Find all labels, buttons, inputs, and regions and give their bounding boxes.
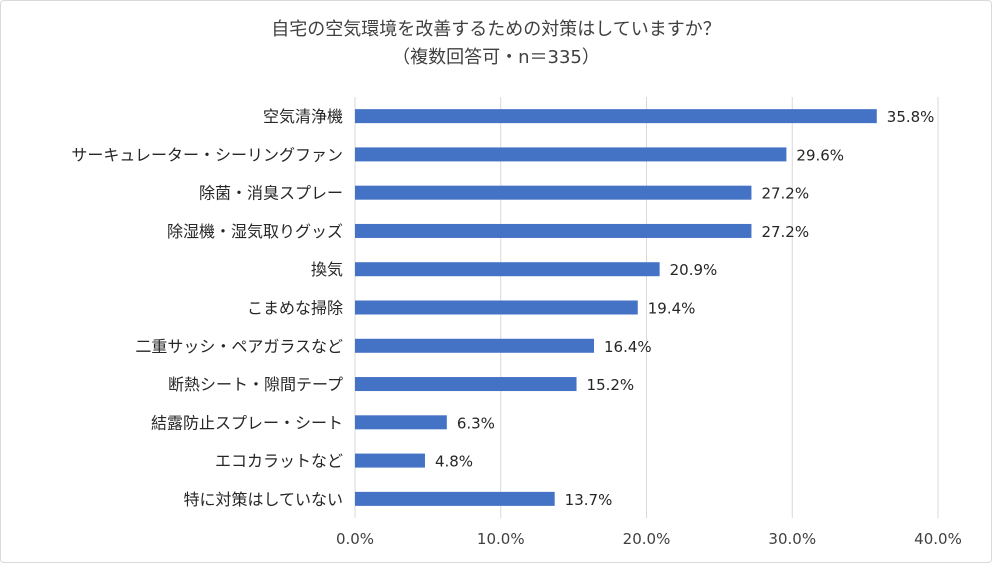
category-label: 除菌・消臭スプレー [199,184,343,203]
value-label: 6.3% [457,414,495,432]
bar [355,415,447,430]
category-label: 二重サッシ・ペアガラスなど [135,337,343,356]
bar [355,453,425,468]
value-label: 19.4% [648,300,696,318]
bar [355,109,877,124]
value-label: 4.8% [435,453,473,471]
bar [355,223,752,238]
x-tick-label: 10.0% [477,530,525,548]
category-label: 換気 [311,260,343,279]
bar [355,262,660,277]
category-label: サーキュレーター・シーリングファン [71,145,343,164]
category-label: 特に対策はしていない [183,490,343,509]
category-label: 除湿機・湿気取りグッズ [167,222,343,241]
bar [355,185,752,200]
value-label: 16.4% [604,338,652,356]
category-label: 空気清浄機 [263,107,343,126]
category-label: 結露防止スプレー・シート [151,413,343,432]
x-tick-label: 0.0% [336,530,374,548]
bar [355,147,787,162]
x-tick-label: 40.0% [914,530,962,548]
category-label: 断熱シート・隙間テープ [168,375,343,394]
category-label: こまめな掃除 [247,299,343,318]
value-label: 20.9% [670,261,718,279]
bar [355,300,638,315]
category-label: エコカラットなど [215,452,343,471]
value-label: 27.2% [761,223,809,241]
value-label: 27.2% [761,185,809,203]
value-label: 15.2% [587,376,635,394]
bar [355,491,555,506]
x-tick-label: 20.0% [623,530,671,548]
chart-subtitle: （複数回答可・n＝335） [392,47,600,68]
value-label: 13.7% [565,491,613,509]
bar [355,377,577,392]
chart-title: 自宅の空気環境を改善するための対策はしていますか？ [271,19,721,40]
value-label: 29.6% [796,146,844,164]
value-label: 35.8% [887,108,935,126]
bar [355,338,595,353]
x-tick-label: 30.0% [768,530,816,548]
